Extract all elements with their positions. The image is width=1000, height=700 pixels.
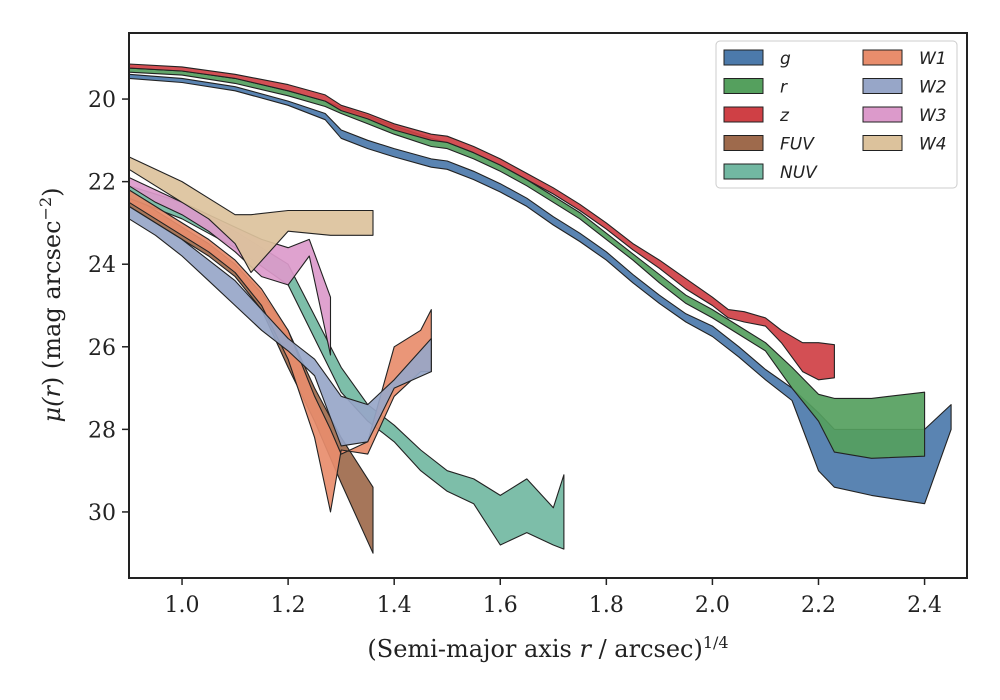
legend-swatch-nuv (723, 163, 764, 180)
x-tick-label: 1.0 (165, 593, 200, 618)
band-w2 (128, 205, 432, 447)
legend-label-z: z (779, 106, 790, 126)
legend-label-fuv: FUV (780, 135, 815, 155)
legend-label-r: r (780, 78, 788, 98)
x-tick-label: 2.2 (801, 593, 836, 618)
legend-swatch-w2 (862, 78, 903, 94)
legend-swatch-fuv (723, 135, 764, 151)
y-tick-label: 20 (88, 88, 116, 113)
legend-label-w4: W4 (919, 135, 947, 155)
legend-label-nuv: NUV (780, 163, 818, 183)
x-tick-label: 2.4 (907, 593, 942, 618)
legend-label-g: g (780, 49, 791, 69)
series-bands (128, 63, 952, 554)
legend-swatch-w1 (862, 49, 903, 66)
x-tick-label: 1.8 (589, 593, 624, 618)
y-tick-label: 24 (88, 253, 116, 278)
band-z (128, 63, 835, 381)
y-tick-label: 22 (88, 171, 116, 196)
legend-swatch-z (723, 106, 764, 123)
legend-swatch-g (723, 49, 764, 66)
x-axis-label: (Semi-major axis r / arcsec)1/4 (367, 633, 728, 664)
y-axis-label: μ(r) (mag arcsec−2) (36, 187, 67, 422)
legend-box (715, 40, 958, 189)
band-nuv (128, 185, 565, 550)
x-axis-ticks: 1.0 1.2 1.4 1.6 1.8 2.0 2.2 2.4 (165, 578, 942, 618)
y-tick-label: 28 (88, 418, 116, 443)
band-w4 (128, 156, 374, 274)
plot-frame (128, 32, 968, 579)
legend-swatch-w4 (862, 135, 903, 151)
legend-swatch-r (723, 78, 764, 94)
x-tick-label: 2.0 (695, 593, 730, 618)
legend: grz FUV NUV W1 W2 W3 W4 (715, 40, 958, 189)
legend-label-w3: W3 (919, 106, 947, 126)
legend-label-w1: W1 (919, 49, 947, 69)
legend-label-w2: W2 (919, 78, 947, 98)
y-tick-label: 30 (88, 501, 116, 526)
y-tick-label: 26 (88, 336, 116, 361)
x-tick-label: 1.4 (377, 593, 412, 618)
x-tick-label: 1.2 (271, 593, 306, 618)
legend-swatch-w3 (862, 106, 903, 123)
y-axis-ticks: 20 22 24 26 28 30 (88, 88, 129, 526)
x-tick-label: 1.6 (483, 593, 518, 618)
band-g (128, 73, 952, 505)
